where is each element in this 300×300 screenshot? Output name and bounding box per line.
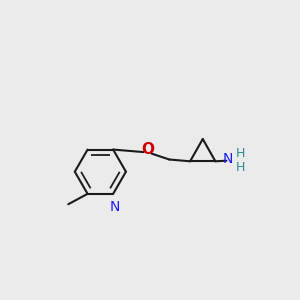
Text: H: H (236, 161, 245, 174)
Text: N: N (223, 152, 233, 166)
Text: O: O (141, 142, 154, 157)
Text: N: N (110, 200, 120, 214)
Text: H: H (236, 147, 245, 160)
